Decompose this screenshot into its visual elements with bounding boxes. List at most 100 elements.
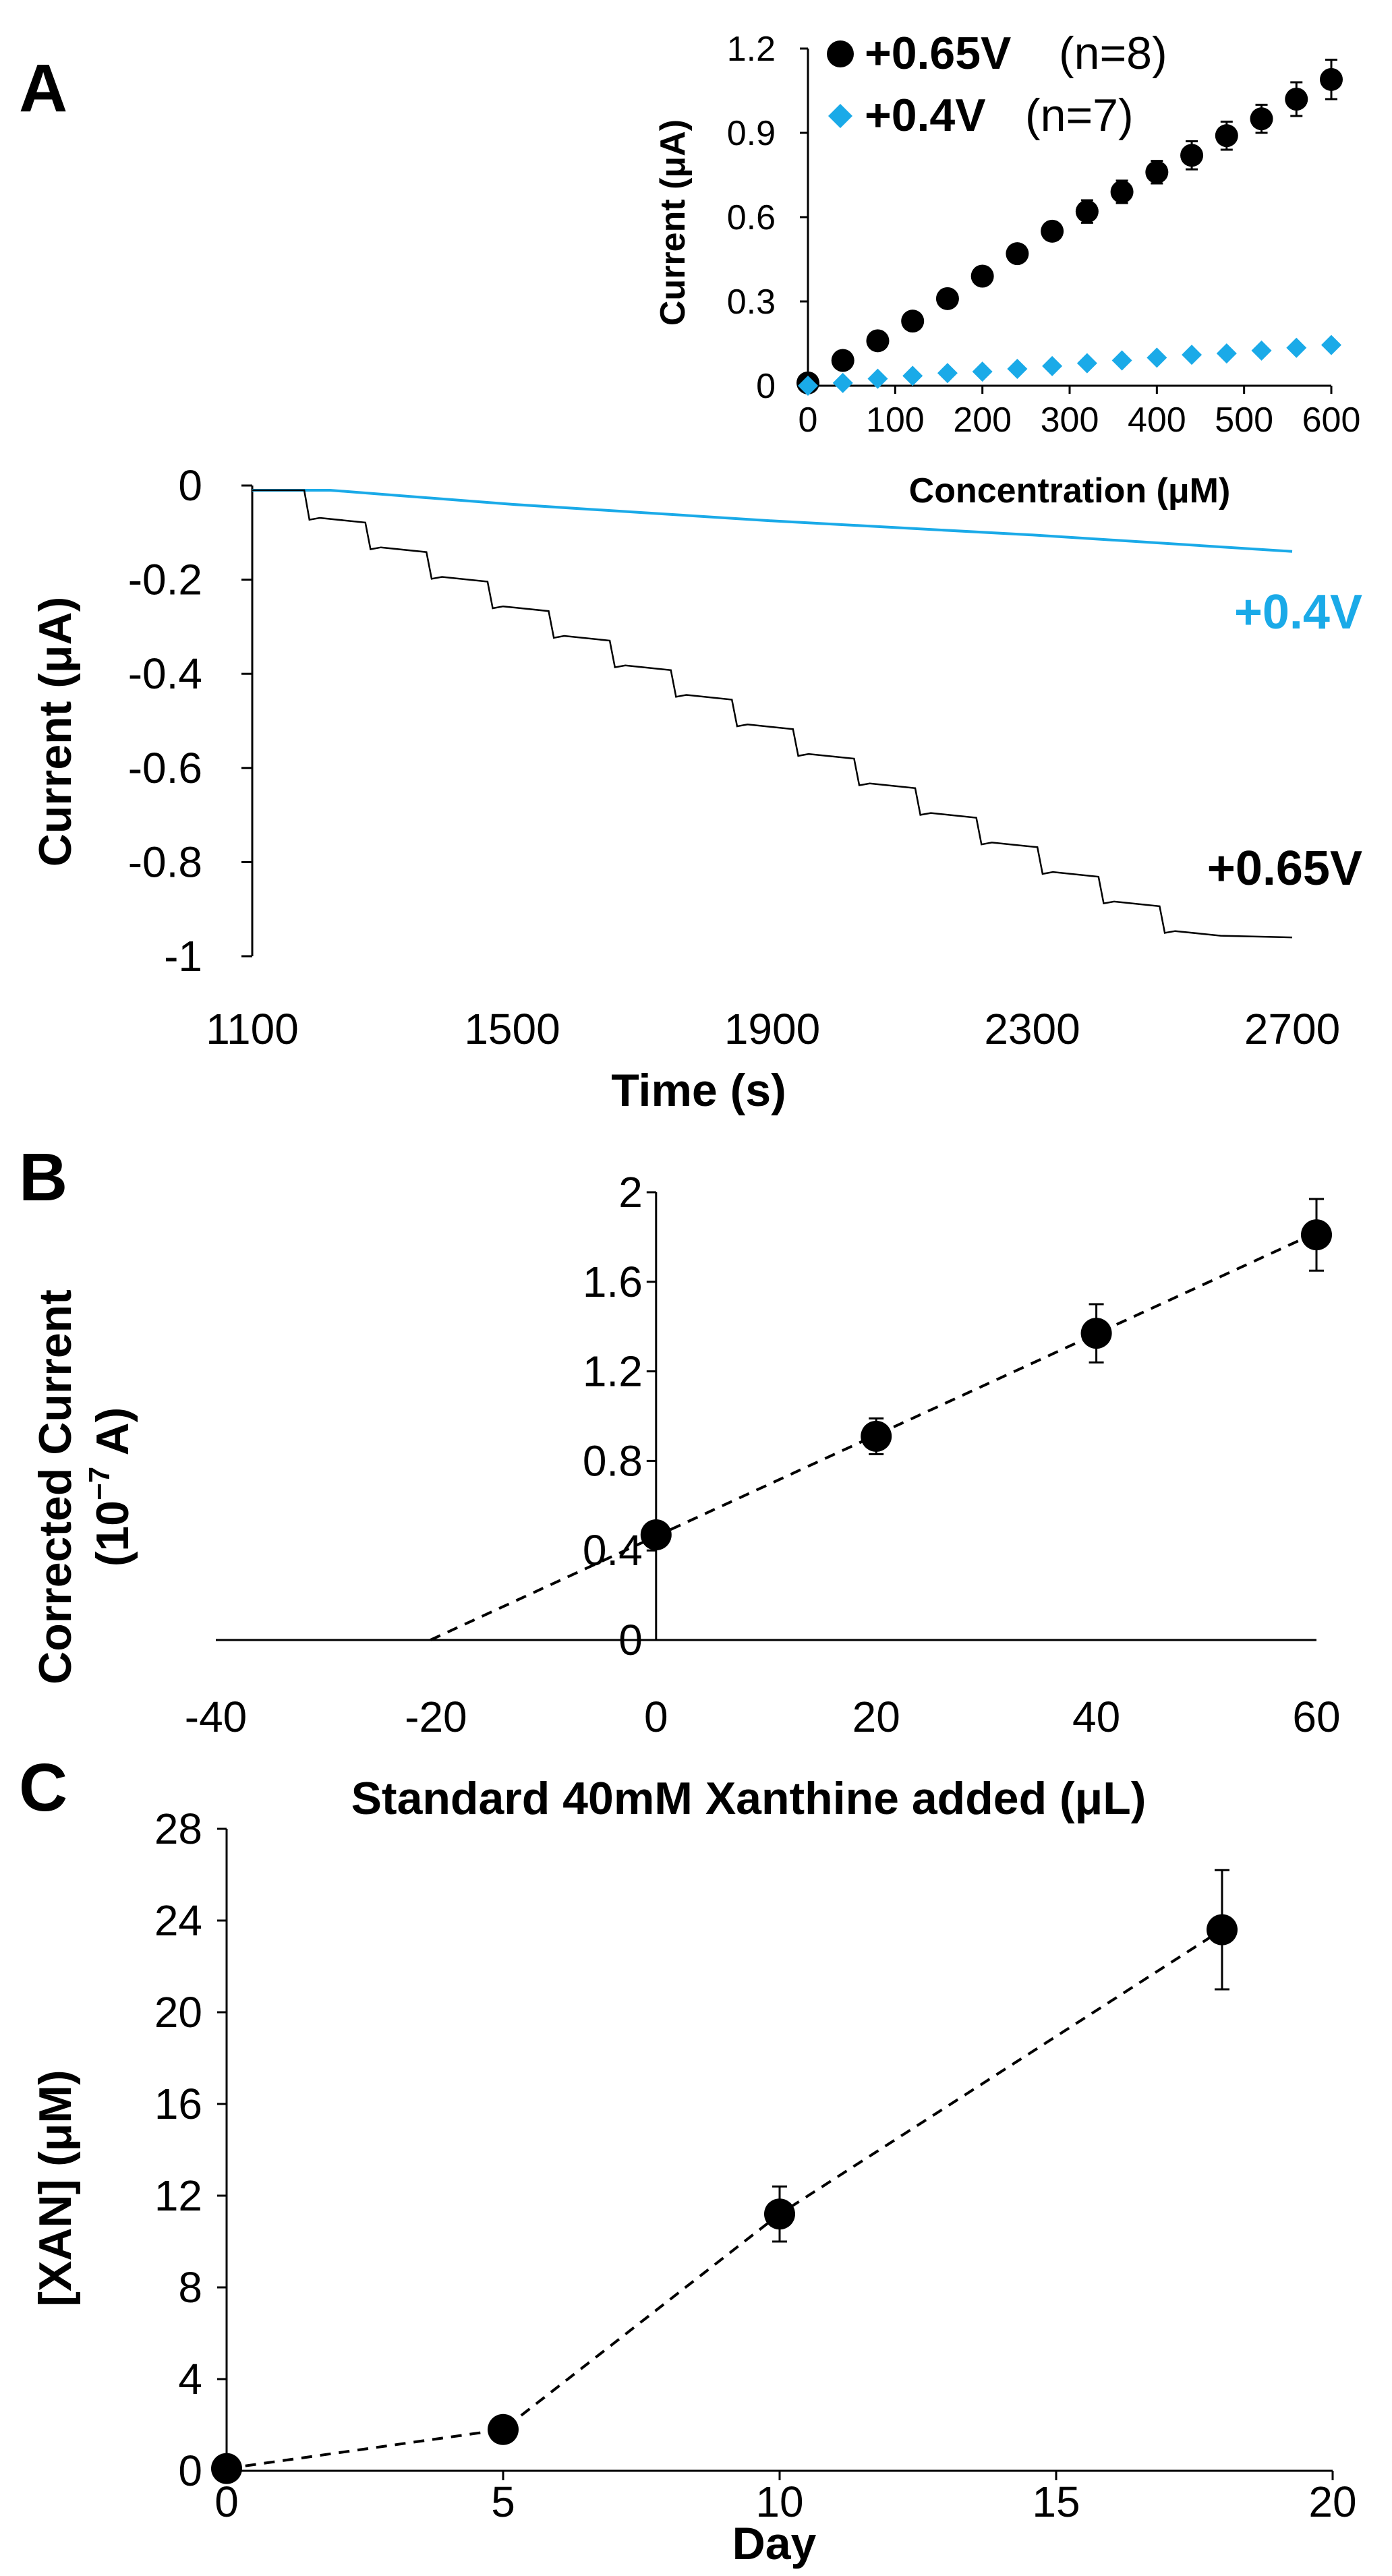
inset-point-0-65v (1145, 160, 1169, 184)
b-x-tick-label: 20 (852, 1693, 900, 1741)
b-data-point (1080, 1318, 1112, 1349)
c-y-tick-label: 20 (154, 1988, 202, 2037)
a-y-axis-title: Current (μA) (30, 597, 81, 867)
b-y-tick-label: 0.8 (583, 1436, 643, 1485)
inset-point-0-4v (1111, 350, 1132, 371)
inset-point-0-4v (1147, 347, 1167, 368)
inset-point-0-65v (1215, 124, 1238, 148)
b-y-tick-label: 1.6 (583, 1258, 643, 1306)
inset-x-tick-label: 300 (1041, 401, 1099, 440)
inset-point-0-4v (1042, 355, 1063, 376)
b-x-axis-title: Standard 40mM Xanthine added (μL) (351, 1773, 1147, 1824)
c-y-tick-label: 16 (154, 2080, 202, 2128)
inset-x-tick-label: 400 (1128, 401, 1186, 440)
series-label-0-65v: +0.65V (1207, 842, 1362, 896)
c-y-tick-label: 8 (178, 2263, 202, 2312)
c-data-point (764, 2198, 795, 2230)
chart-b-marks: 0 0.4 0.8 1.2 1.6 2 -40 -20 0 20 40 60 (185, 1168, 1341, 1741)
inset-point-0-65v (1041, 219, 1064, 243)
c-series-line (226, 1928, 1223, 2470)
inset-y-axis-title: Current (μA) (654, 119, 693, 326)
chart-b: 0 0.4 0.8 1.2 1.6 2 -40 -20 0 20 40 60 Standard 40m… (30, 1168, 1341, 1824)
a-x-tick-label: 1900 (724, 1005, 820, 1053)
inset-point-0-4v (832, 372, 853, 393)
b-y-axis-unit-end: A) (87, 1407, 138, 1467)
c-y-tick-label: 28 (154, 1805, 202, 1853)
a-y-tick-label: -1 (164, 932, 202, 980)
inset-point-0-4v (798, 376, 818, 396)
inset-y-tick-label: 0.9 (727, 114, 776, 153)
inset-point-0-65v (1075, 200, 1099, 223)
inset-point-0-65v (866, 329, 890, 353)
c-x-tick-label: 5 (491, 2478, 515, 2526)
inset-y-tick-label: 1.2 (727, 30, 776, 69)
c-y-tick-label: 4 (178, 2355, 202, 2403)
chart-a-inset: 00.30.60.91.20 100 200 300 400 500 600 +0.65V … (654, 28, 1360, 510)
a-x-tick-label: 1500 (464, 1005, 560, 1053)
inset-y-tick-label: 0.6 (727, 198, 776, 237)
inset-point-0-4v (1286, 337, 1307, 358)
legend-label-0-65v: +0.65V (865, 28, 1011, 79)
series-line-0-4v (252, 489, 1293, 553)
inset-marks: 0 0.3 0.6 0.9 1.2 0 100 200 300 400 500 600 (727, 30, 1361, 440)
inset-point-0-65v (935, 287, 959, 310)
inset-point-0-65v (1250, 107, 1273, 131)
a-y-tick-label: 0 (178, 461, 202, 510)
c-x-axis-title: Day (732, 2518, 817, 2569)
inset-point-0-4v (1216, 343, 1237, 364)
a-x-tick-label: 2300 (984, 1005, 1080, 1053)
b-y-tick-label: 1.2 (583, 1347, 643, 1396)
inset-point-0-4v (1251, 340, 1272, 361)
series-label-0-4v: +0.4V (1234, 585, 1362, 639)
legend-label-0-4v: +0.4V (865, 90, 986, 141)
c-y-tick-label: 12 (154, 2171, 202, 2220)
inset-point-0-4v (1182, 345, 1202, 365)
inset-y-tick-label: 0 (756, 367, 776, 406)
b-trendline (430, 1231, 1317, 1641)
inset-point-0-65v (1180, 144, 1204, 167)
a-x-tick-label: 2700 (1244, 1005, 1340, 1053)
chart-c-marks: 0 4 8 12 16 20 24 28 0 5 10 15 20 (154, 1805, 1357, 2526)
b-y-tick-label: 0 (618, 1616, 643, 1664)
inset-x-tick-label: 200 (953, 401, 1012, 440)
legend-note-0-65v: (n=8) (1059, 28, 1167, 79)
inset-x-tick-label: 500 (1215, 401, 1273, 440)
inset-point-0-65v (1285, 88, 1308, 111)
b-data-point (861, 1420, 892, 1452)
panel-letter-c: C (19, 1750, 67, 1825)
c-data-point (1207, 1914, 1238, 1945)
panel-letter-b: B (19, 1140, 67, 1215)
c-y-tick-label: 24 (154, 1896, 202, 1945)
b-y-axis-title-line1: Corrected Current (30, 1289, 81, 1685)
a-y-tick-label: -0.4 (128, 649, 202, 698)
b-y-tick-label: 0.4 (583, 1526, 643, 1575)
a-x-tick-label: 1100 (206, 1005, 299, 1053)
c-y-axis-title: [XAN] (μM) (30, 2070, 81, 2306)
a-y-tick-label: -0.2 (128, 556, 202, 604)
c-x-tick-label: 0 (214, 2478, 239, 2526)
a-y-tick-label: -0.8 (128, 838, 202, 886)
c-data-point (211, 2453, 242, 2484)
inset-point-0-4v (1321, 334, 1341, 355)
inset-x-tick-label: 100 (866, 401, 925, 440)
inset-point-0-65v (1006, 242, 1029, 266)
b-x-tick-label: -20 (405, 1693, 467, 1741)
b-x-tick-label: 60 (1292, 1693, 1340, 1741)
inset-point-0-4v (972, 361, 993, 382)
c-x-tick-label: 15 (1032, 2478, 1080, 2526)
inset-point-0-65v (970, 264, 994, 288)
c-x-tick-label: 20 (1308, 2478, 1356, 2526)
b-data-point (1301, 1219, 1332, 1251)
legend-marker-0-65v (827, 40, 854, 67)
inset-y-tick-label: 0.3 (727, 283, 776, 322)
inset-x-tick-label: 600 (1302, 401, 1361, 440)
inset-point-0-65v (901, 310, 925, 333)
inset-point-0-4v (1076, 353, 1097, 374)
b-y-axis-unit-base: (10 (87, 1500, 138, 1567)
b-data-point (640, 1519, 672, 1550)
legend-note-0-4v: (n=7) (1025, 90, 1134, 141)
chart-c: 0 4 8 12 16 20 24 28 0 5 10 15 20 Day [XAN] (μM) (30, 1805, 1357, 2569)
